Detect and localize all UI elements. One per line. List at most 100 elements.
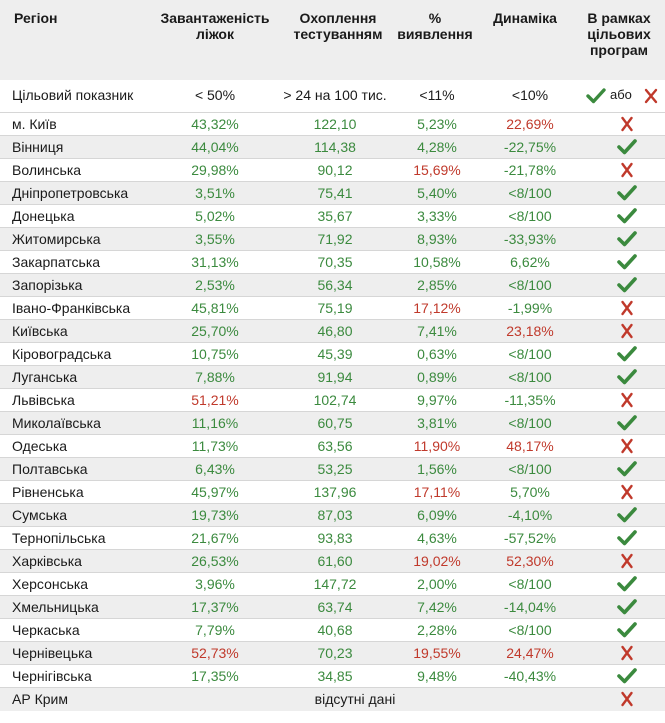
occupancy-value: 11,16% — [191, 415, 239, 431]
table-row: Чернігівська 17,35% 34,85 9,48% -40,43% — [0, 665, 665, 688]
region-name: Луганська — [12, 369, 78, 385]
dynamics-value: <8/100 — [508, 346, 552, 362]
testing-value: 35,67 — [317, 208, 353, 224]
detection-value: 3,33% — [417, 208, 457, 224]
check-icon — [616, 184, 638, 202]
dynamics-value: -40,43% — [503, 668, 557, 684]
region-name: Полтавська — [12, 461, 88, 477]
testing-value: 114,38 — [314, 139, 356, 155]
table-row: Сумська 19,73% 87,03 6,09% -4,10% — [0, 504, 665, 527]
header-detection: % виявлення — [397, 10, 473, 42]
cross-icon — [616, 391, 638, 409]
check-icon — [616, 414, 638, 432]
region-name: Волинська — [12, 162, 82, 178]
table-row: Черкаська 7,79% 40,68 2,28% <8/100 — [0, 619, 665, 642]
detection-value: 2,00% — [417, 576, 457, 592]
check-icon — [616, 253, 638, 271]
occupancy-value: 45,97% — [191, 484, 239, 500]
cross-icon — [644, 88, 658, 104]
dynamics-value: -33,93% — [503, 231, 557, 247]
dynamics-value: 52,30% — [506, 553, 554, 569]
check-icon — [616, 345, 638, 363]
table-row: Луганська 7,88% 91,94 0,89% <8/100 — [0, 366, 665, 389]
occupancy-value: 17,35% — [191, 668, 239, 684]
occupancy-value: 19,73% — [191, 507, 239, 523]
region-name: Вінниця — [12, 139, 64, 155]
check-icon — [616, 575, 638, 593]
dynamics-value: <8/100 — [508, 369, 552, 385]
table-row: Рівненська 45,97% 137,96 17,11% 5,70% — [0, 481, 665, 504]
dynamics-value: 23,18% — [506, 323, 554, 339]
header-dynamics: Динаміка — [493, 10, 557, 26]
region-name: Запорізька — [12, 277, 83, 293]
occupancy-value: 6,43% — [195, 461, 235, 477]
region-name: Львівська — [12, 392, 75, 408]
region-name: Чернівецька — [12, 645, 93, 661]
testing-value: 91,94 — [317, 369, 353, 385]
occupancy-value: 45,81% — [191, 300, 239, 316]
detection-value: 17,12% — [413, 300, 461, 316]
target-row: Цільовий показник < 50% > 24 на 100 тис.… — [0, 80, 665, 113]
check-icon — [616, 621, 638, 639]
detection-value: 8,93% — [417, 231, 457, 247]
testing-value: 61,60 — [317, 553, 353, 569]
occupancy-value: 7,88% — [195, 369, 235, 385]
table-row: Закарпатська 31,13% 70,35 10,58% 6,62% — [0, 251, 665, 274]
occupancy-value: 10,75% — [191, 346, 239, 362]
detection-value: 5,40% — [417, 185, 457, 201]
header-region: Регіон — [14, 10, 58, 26]
region-name: Кіровоградська — [12, 346, 112, 362]
testing-value: 71,92 — [317, 231, 353, 247]
cross-icon — [616, 299, 638, 317]
header-programs: В рамках цільових програм — [587, 10, 651, 58]
no-data-note: відсутні дані — [314, 691, 396, 707]
occupancy-value: 29,98% — [191, 162, 239, 178]
region-name: Житомирська — [12, 231, 101, 247]
dynamics-value: -11,35% — [504, 392, 556, 408]
region-name: Черкаська — [12, 622, 80, 638]
detection-value: 4,28% — [417, 139, 457, 155]
region-name: Дніпропетровська — [12, 185, 129, 201]
target-occupancy: < 50% — [194, 87, 236, 103]
testing-value: 53,25 — [317, 461, 353, 477]
testing-value: 63,74 — [317, 599, 353, 615]
detection-value: 9,48% — [417, 668, 457, 684]
testing-value: 75,41 — [317, 185, 353, 201]
detection-value: 7,41% — [417, 323, 457, 339]
occupancy-value: 51,21% — [191, 392, 239, 408]
dynamics-value: <8/100 — [508, 185, 552, 201]
check-icon — [616, 276, 638, 294]
region-name: Хмельницька — [12, 599, 99, 615]
check-icon — [616, 230, 638, 248]
dynamics-value: <8/100 — [508, 576, 552, 592]
dynamics-value: -14,04% — [503, 599, 557, 615]
detection-value: 19,02% — [413, 553, 461, 569]
table-row: Тернопільська 21,67% 93,83 4,63% -57,52% — [0, 527, 665, 550]
target-testing: > 24 на 100 тис. — [283, 87, 387, 103]
dynamics-value: 48,17% — [506, 438, 554, 454]
region-name: АР Крим — [12, 691, 68, 707]
table-row: Вінниця 44,04% 114,38 4,28% -22,75% — [0, 136, 665, 159]
testing-value: 122,10 — [313, 116, 357, 132]
dynamics-value: 6,62% — [510, 254, 550, 270]
table-row: Дніпропетровська 3,51% 75,41 5,40% <8/100 — [0, 182, 665, 205]
dynamics-value: 24,47% — [506, 645, 554, 661]
dynamics-value: <8/100 — [508, 415, 552, 431]
detection-value: 19,55% — [413, 645, 461, 661]
dynamics-value: -22,75% — [503, 139, 557, 155]
detection-value: 6,09% — [417, 507, 457, 523]
region-name: Івано-Франківська — [12, 300, 131, 316]
occupancy-value: 3,55% — [195, 231, 235, 247]
testing-value: 75,19 — [317, 300, 353, 316]
occupancy-value: 2,53% — [195, 277, 235, 293]
table-row: АР Крим відсутні дані — [0, 688, 665, 711]
region-name: Київська — [12, 323, 68, 339]
testing-value: 93,83 — [317, 530, 353, 546]
detection-value: 2,28% — [417, 622, 457, 638]
detection-value: 5,23% — [417, 116, 457, 132]
region-name: м. Київ — [12, 116, 57, 132]
detection-value: 0,63% — [417, 346, 457, 362]
region-name: Херсонська — [12, 576, 89, 592]
region-name: Донецька — [12, 208, 75, 224]
check-icon — [616, 368, 638, 386]
